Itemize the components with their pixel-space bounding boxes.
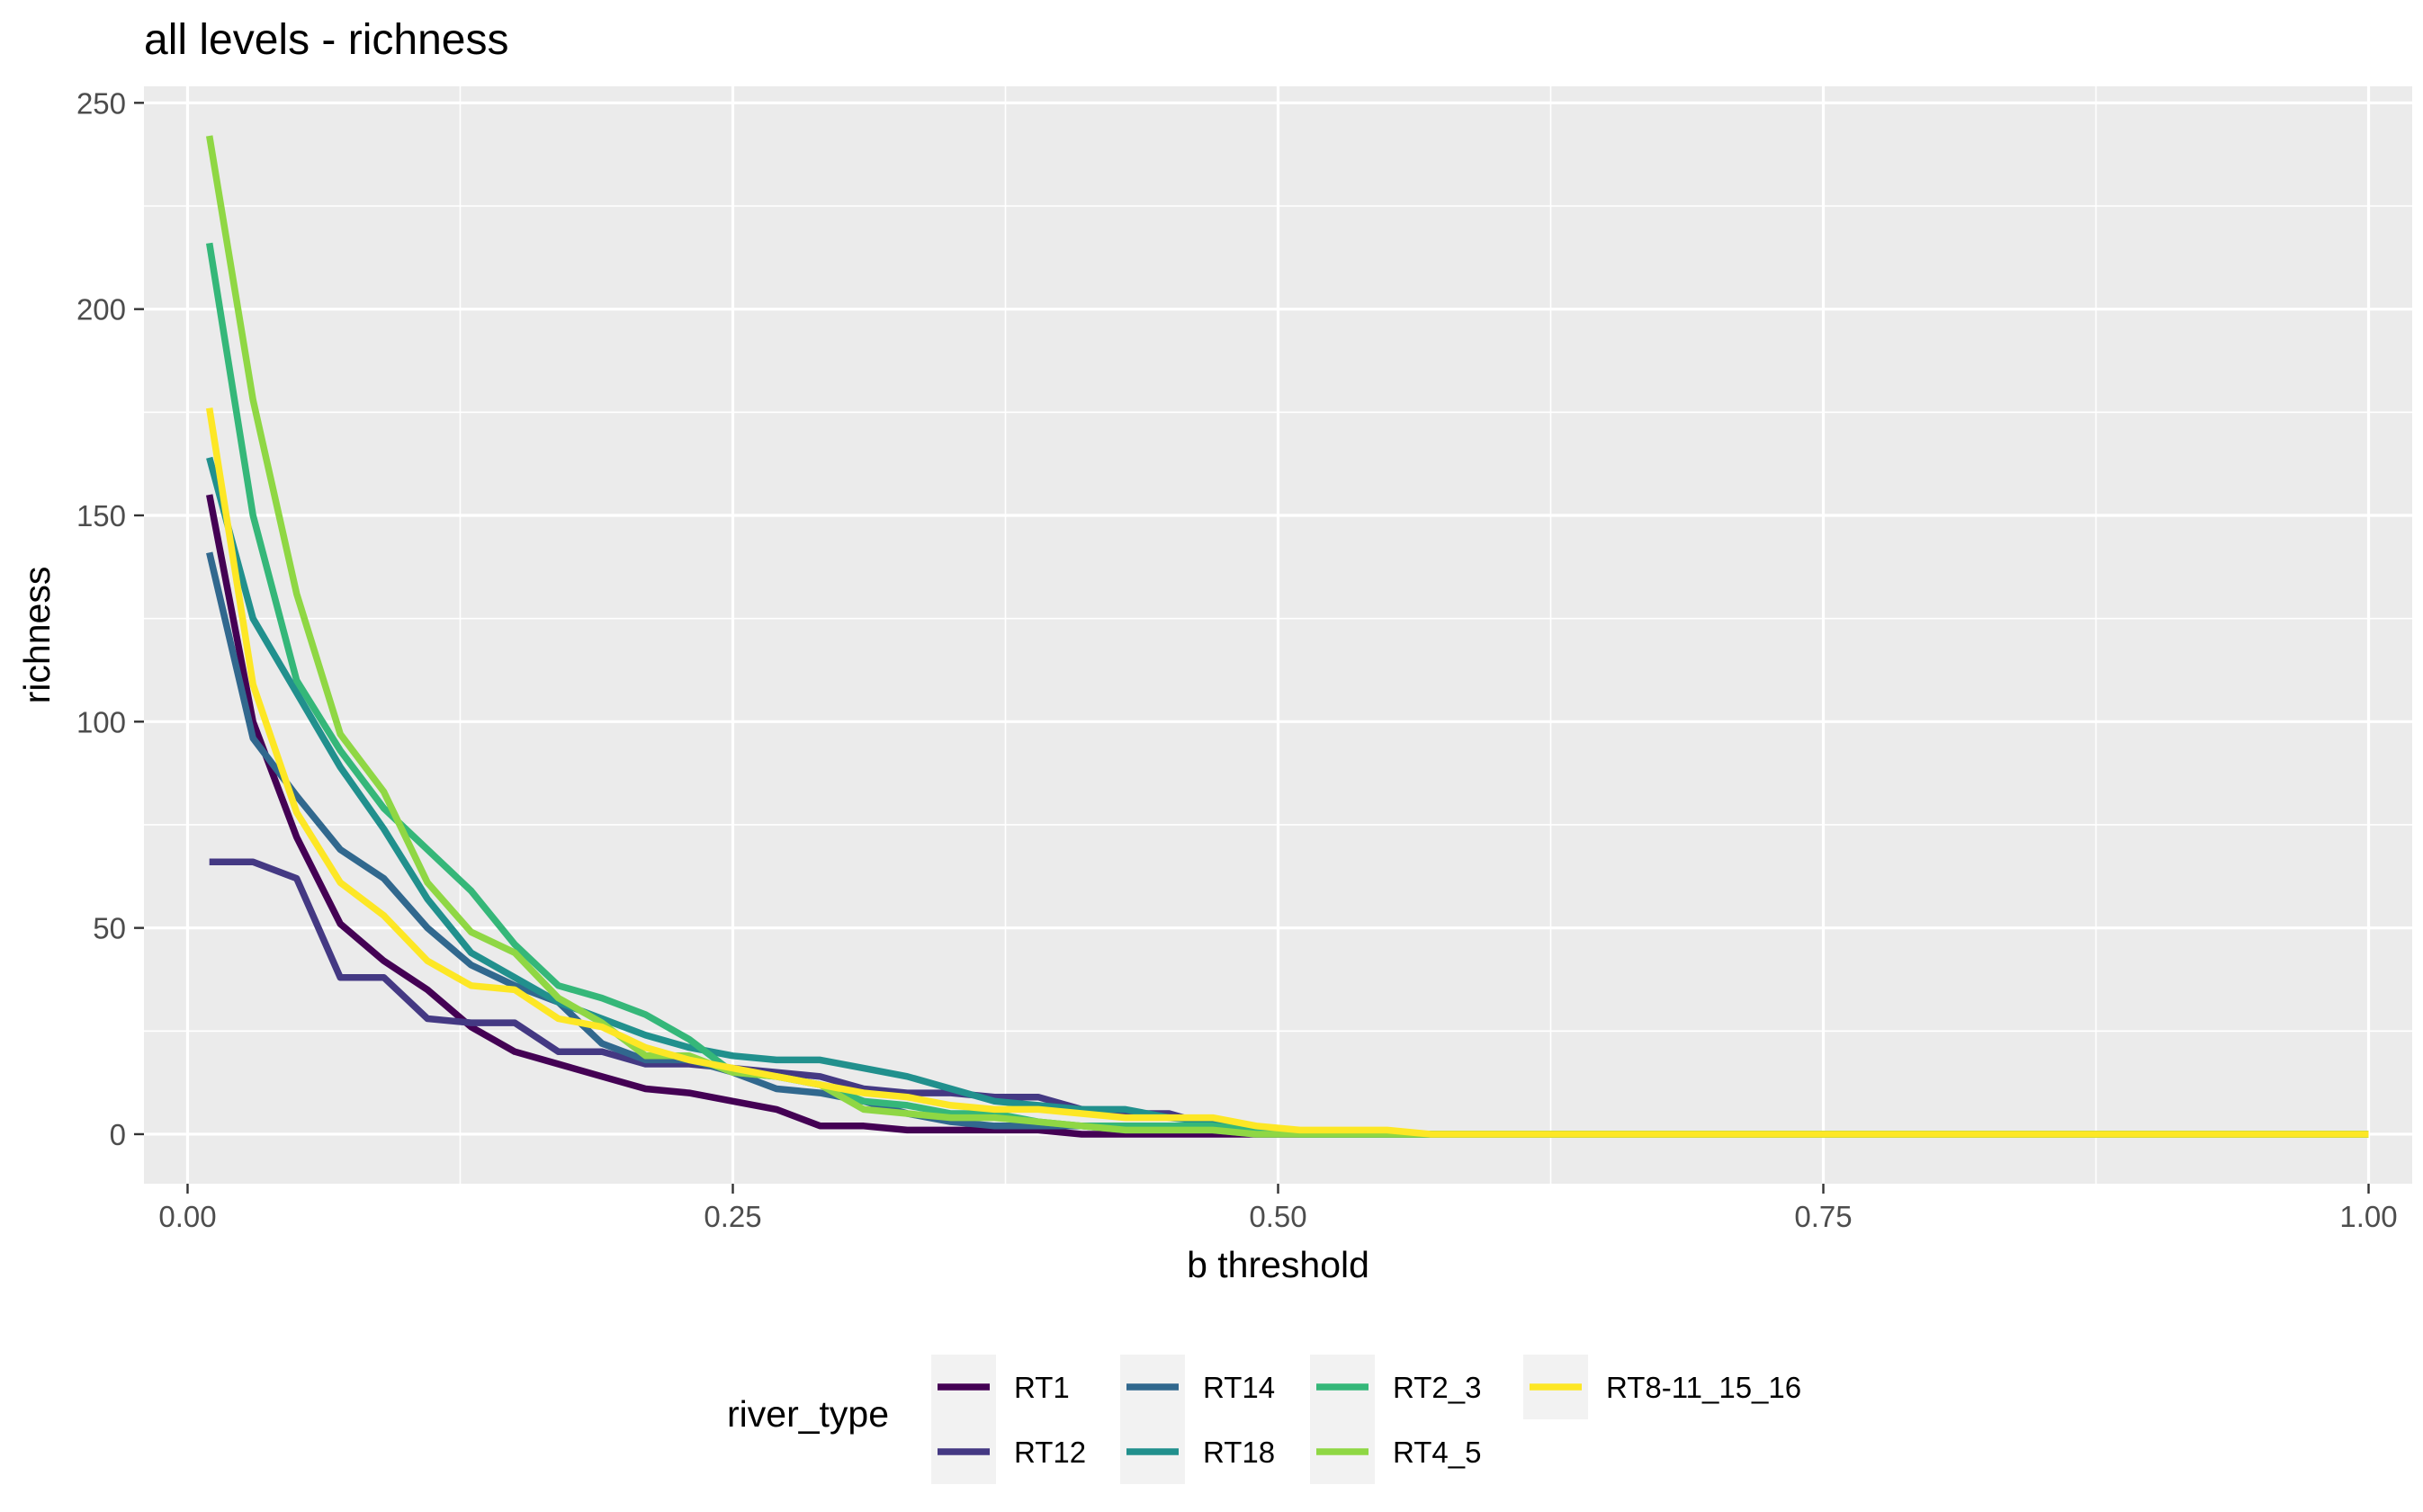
y-tick-label: 0 (110, 1118, 126, 1151)
x-tick-label: 0.25 (704, 1200, 761, 1233)
axes: 0.00 0.25 0.50 0.75 1.00 0 50 100 150 200 250 (76, 86, 2398, 1233)
y-tick-label: 250 (76, 86, 126, 120)
x-tick-label: 1.00 (2339, 1200, 2397, 1233)
x-axis-title: b threshold (1187, 1244, 1369, 1285)
x-tick-label: 0.75 (1794, 1200, 1852, 1233)
legend-label: RT14 (1203, 1371, 1275, 1404)
legend-item-RT2_3: RT2_3 (1310, 1355, 1481, 1419)
y-tick-label: 150 (76, 499, 126, 532)
legend-item-RT14: RT14 (1120, 1355, 1275, 1419)
y-tick-label: 100 (76, 705, 126, 738)
legend-label: RT1 (1014, 1371, 1070, 1404)
legend-title: river_type (727, 1393, 889, 1435)
legend-item-RT12: RT12 (931, 1419, 1086, 1484)
legend-item-RT1: RT1 (931, 1355, 1070, 1419)
legend-label: RT18 (1203, 1436, 1275, 1469)
y-tick-label: 50 (93, 912, 126, 945)
legend: river_type RT1 RT12 RT14 RT18 RT2_3 RT4_5 RT8-… (727, 1355, 1801, 1484)
legend-item-RT8-11_15_16: RT8-11_15_16 (1523, 1355, 1801, 1419)
x-tick-label: 0.00 (158, 1200, 216, 1233)
legend-item-RT4_5: RT4_5 (1310, 1419, 1481, 1484)
legend-label: RT4_5 (1393, 1436, 1481, 1469)
legend-item-RT18: RT18 (1120, 1419, 1275, 1484)
major-gridlines (144, 86, 2412, 1184)
y-tick-label: 200 (76, 293, 126, 327)
legend-label: RT2_3 (1393, 1371, 1481, 1404)
x-tick-label: 0.50 (1249, 1200, 1306, 1233)
series-line-RT8-11_15_16 (205, 407, 2369, 1138)
chart-title: all levels - richness (144, 16, 508, 64)
legend-label: RT8-11_15_16 (1606, 1371, 1801, 1404)
legend-label: RT12 (1014, 1436, 1086, 1469)
legend-items: RT1 RT12 RT14 RT18 RT2_3 RT4_5 RT8-11_15_16 (931, 1355, 1801, 1484)
series-line-RT4_5 (206, 135, 2369, 1138)
y-axis-title: richness (16, 567, 58, 704)
series-lines (205, 135, 2369, 1138)
